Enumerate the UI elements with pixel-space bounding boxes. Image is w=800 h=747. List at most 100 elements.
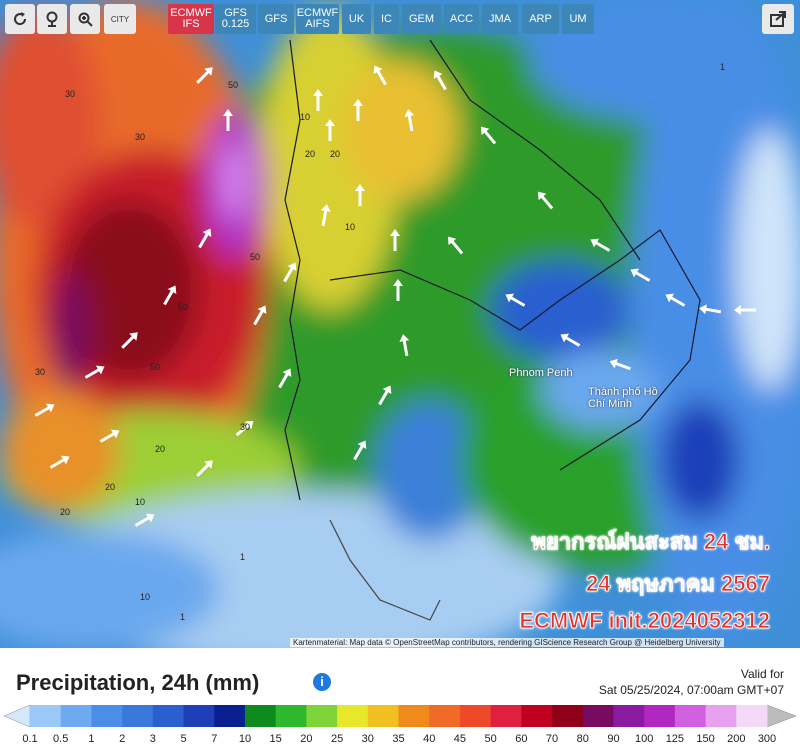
legend-tick-label: 0.1 [22,733,37,745]
precip-area [60,200,200,380]
legend-title: Precipitation, 24h (mm) [16,670,260,695]
contour-label: 1 [240,552,245,562]
legend-tick-label: 60 [515,733,527,745]
share-button[interactable] [762,4,794,34]
wind-arrow [630,268,651,282]
refresh-icon [14,12,27,26]
wind-arrow [665,293,686,307]
wind-arrow [609,358,631,371]
legend-tick-label: 100 [635,733,653,745]
precip-area [375,400,485,540]
wind-arrow [34,403,55,417]
model-button[interactable]: ARP [522,4,559,34]
wind-arrow [734,305,756,315]
zoom-button[interactable] [70,4,100,34]
legend-tick-label: 200 [727,733,745,745]
wind-arrow [278,368,292,389]
legend-arrow-low [3,704,31,728]
legend-swatch [429,705,461,727]
legend-tick-label: 125 [666,733,684,745]
contour-label: 10 [135,497,145,507]
legend-swatch [521,705,553,727]
wind-arrow [198,228,212,249]
legend-swatch [30,705,62,727]
contour-label: 30 [240,422,250,432]
valid-label: Valid for [740,667,784,681]
model-button[interactable]: UM [562,4,594,34]
wind-arrow [134,513,155,527]
contour-label: 20 [330,149,340,159]
legend-swatch [644,705,676,727]
legend-swatch [152,705,185,727]
model-button[interactable]: ECMWF IFS [168,4,214,34]
contour-label: 50 [150,362,160,372]
model-button[interactable]: ECMWF AIFS [296,4,339,34]
contour-label: 50 [228,80,238,90]
city-button[interactable]: CITY [104,4,136,34]
wind-arrow [235,420,254,437]
border [284,39,301,501]
contour-label: 10 [300,112,310,122]
contour-label: 50 [250,252,260,262]
legend-tick-label: 50 [485,733,497,745]
border [429,39,641,261]
legend-swatch [582,705,614,727]
valid-time: Sat 05/25/2024, 07:00am GMT+07 [598,683,784,697]
refresh-button[interactable] [5,4,35,34]
legend-tick-label: 1 [88,733,94,745]
wind-arrow [163,285,177,306]
attribution: Kartenmaterial: Map data © OpenStreetMap… [290,638,724,647]
legend-swatch [306,705,338,727]
contour-label: 20 [155,444,165,454]
wind-arrow [378,385,392,406]
model-button[interactable]: IC [374,4,399,34]
legend-swatch [736,705,768,727]
precip-area [0,530,220,648]
wind-arrow [196,460,213,477]
contour-label: 30 [65,89,75,99]
precip-area [340,60,460,200]
wind-arrow [320,204,331,227]
legend-tick-label: 5 [180,733,186,745]
wind-arrow [325,119,335,141]
legend-swatch [122,705,154,727]
model-button[interactable]: GFS 0.125 [215,4,256,34]
legend-tick-label: 90 [607,733,619,745]
contour-labels: 30 30 50 20 20 10 10 50 50 30 30 20 20 10 10 1 1 50 20 1 [35,62,725,622]
legend-tick-label: 45 [454,733,466,745]
wind-arrow [353,99,363,121]
precip-area [0,390,120,510]
wind-arrow [390,229,400,251]
model-button[interactable]: GEM [402,4,441,34]
legend-swatch [214,705,246,727]
contour-label: 10 [140,592,150,602]
overlay-text: 24 พฤษภาคม 2567 [585,571,771,597]
legend-tick-label: 25 [331,733,343,745]
model-button[interactable]: UK [342,4,371,34]
location-button[interactable] [37,4,67,34]
legend-swatch [398,705,430,727]
overlay-text: ECMWF init.2024052312 [519,608,770,634]
legend-tick-label: 40 [423,733,435,745]
legend-tick-label: 20 [300,733,312,745]
wind-arrow [480,126,497,145]
wind-arrow [355,184,365,206]
place-label: Thành phố Hồ Chí Minh [588,386,658,410]
info-button[interactable]: i [313,673,331,691]
wind-arrow [505,293,526,307]
border [329,229,701,471]
precip-area [540,350,660,430]
contour-label: 20 [105,482,115,492]
legend-tick-label: 35 [392,733,404,745]
model-button[interactable]: JMA [482,4,518,34]
precip-area [0,10,100,230]
contour-label: 30 [35,367,45,377]
legend-tick-label: 300 [758,733,776,745]
contour-label: 20 [305,149,315,159]
wind-arrow [121,332,138,349]
share-icon [770,11,786,27]
model-button[interactable]: GFS [258,4,294,34]
model-button[interactable]: ACC [444,4,479,34]
borders [284,39,701,621]
